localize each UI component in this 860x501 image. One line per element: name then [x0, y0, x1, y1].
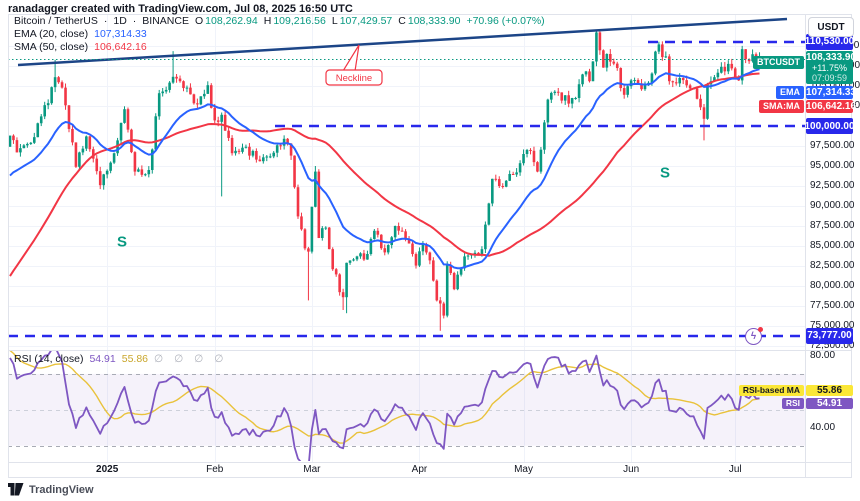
ema-price-badge: 107,314.33	[806, 86, 857, 99]
s-wave-label[interactable]: S	[659, 164, 671, 182]
ema-legend-row[interactable]: EMA (20, close) 107,314.33	[14, 28, 147, 40]
price-change: +70.96 (+0.07%)	[466, 15, 545, 27]
ema-chip: EMA	[776, 86, 804, 99]
sma-legend-row[interactable]: SMA (50, close) 106,642.16	[14, 41, 147, 53]
last-price-change: +11.75%	[811, 63, 848, 73]
price-axis-tick: 90,000.00	[810, 200, 855, 211]
bar-countdown: 07:09:59	[811, 73, 848, 83]
time-axis-label: 2025	[96, 464, 119, 475]
tradingview-logo-icon	[8, 483, 24, 496]
ema-name: EMA (20, close)	[14, 28, 89, 40]
time-axis-label: Feb	[206, 464, 224, 475]
price-level-badge: 110,530.00	[805, 33, 854, 50]
ohlc-high: H 109,216.56	[263, 15, 326, 27]
price-axis-tick: 75,000.00	[810, 320, 855, 331]
time-axis-label: Mar	[303, 464, 321, 475]
symbol-interval: 1D	[113, 15, 127, 27]
ohlc-open: O 108,262.94	[194, 15, 258, 27]
rsi-name: RSI (14, close)	[14, 353, 84, 365]
ohlc-low: L 107,429.57	[331, 15, 393, 27]
tradingview-watermark[interactable]: TradingView	[8, 483, 94, 496]
sma-value: 106,642.16	[94, 41, 147, 53]
sma-name: SMA (50, close)	[14, 41, 89, 53]
symbol-legend-row[interactable]: Bitcoin / TetherUS · 1D · BINANCE O 108,2…	[14, 15, 545, 27]
price-axis-tick: 97,500.00	[810, 140, 855, 151]
alert-notification-dot	[758, 327, 763, 332]
last-price-badge: 108,333.90 +11.75% 07:09:59	[806, 51, 857, 84]
price-axis-tick: 95,000.00	[810, 160, 855, 171]
price-level-badge: 73,777.00	[806, 327, 853, 344]
last-price-value: 108,333.90	[806, 52, 857, 63]
price-axis-tick: 77,500.00	[810, 300, 855, 311]
symbol-price-chip: BTCUSDT	[753, 56, 804, 69]
time-axis-label: Jun	[623, 464, 640, 475]
price-axis-tick: 85,000.00	[810, 240, 855, 251]
ema-value: 107,314.33	[94, 28, 147, 40]
price-axis-tick: 80,000.00	[810, 280, 855, 291]
price-axis-tick: 105,000.00	[810, 80, 860, 91]
rsi-axis-tick: 80.00	[810, 350, 836, 361]
time-axis-label: Apr	[411, 464, 428, 475]
time-axis-label: Jul	[728, 464, 742, 475]
attribution-note: ranadagger created with TradingView.com,…	[8, 3, 353, 15]
rsi-axis-tick: 40.00	[810, 421, 836, 433]
price-level-badge: 100,000.00	[804, 118, 855, 134]
sma-chip: SMA:MA	[759, 100, 804, 113]
rsi-chip: RSI	[781, 398, 804, 409]
time-axis-label: May	[514, 464, 533, 475]
price-axis-tick: 82,500.00	[810, 260, 855, 271]
s-wave-label[interactable]: S	[116, 233, 128, 251]
rsi-hidden-values: ∅ ∅ ∅ ∅	[154, 353, 228, 365]
ohlc-close: C 108,333.90	[398, 15, 461, 27]
price-alert-icon[interactable]: ϟ	[745, 327, 763, 345]
neckline-label: Neckline	[336, 73, 372, 84]
rsi-ma-value: 55.86	[121, 353, 149, 365]
price-axis-tick: 72,500.00	[810, 340, 855, 351]
currency-unit-button[interactable]: USDT	[808, 17, 854, 37]
rsi-ma-value-badge: 55.86	[806, 385, 853, 396]
lightning-bolt-icon: ϟ	[750, 330, 757, 342]
price-axis-tick: 87,500.00	[810, 220, 855, 231]
rsi-legend-row[interactable]: RSI (14, close) 54.91 55.86 ∅ ∅ ∅ ∅	[14, 353, 227, 365]
rsi-ma-chip: RSI-based MA	[738, 385, 804, 396]
symbol-exchange: BINANCE	[142, 15, 189, 27]
separator-dot: ·	[103, 15, 108, 27]
sma-price-badge: 106,642.16	[806, 100, 857, 113]
price-axis-tick: 92,500.00	[810, 180, 855, 191]
rsi-value-badge: 54.91	[806, 398, 853, 409]
neckline-callout[interactable]: Neckline	[325, 43, 395, 87]
symbol-title: Bitcoin / TetherUS	[14, 15, 98, 27]
rsi-value: 54.91	[89, 353, 116, 365]
separator-dot: ·	[132, 15, 137, 27]
tradingview-brand-text: TradingView	[29, 483, 94, 496]
